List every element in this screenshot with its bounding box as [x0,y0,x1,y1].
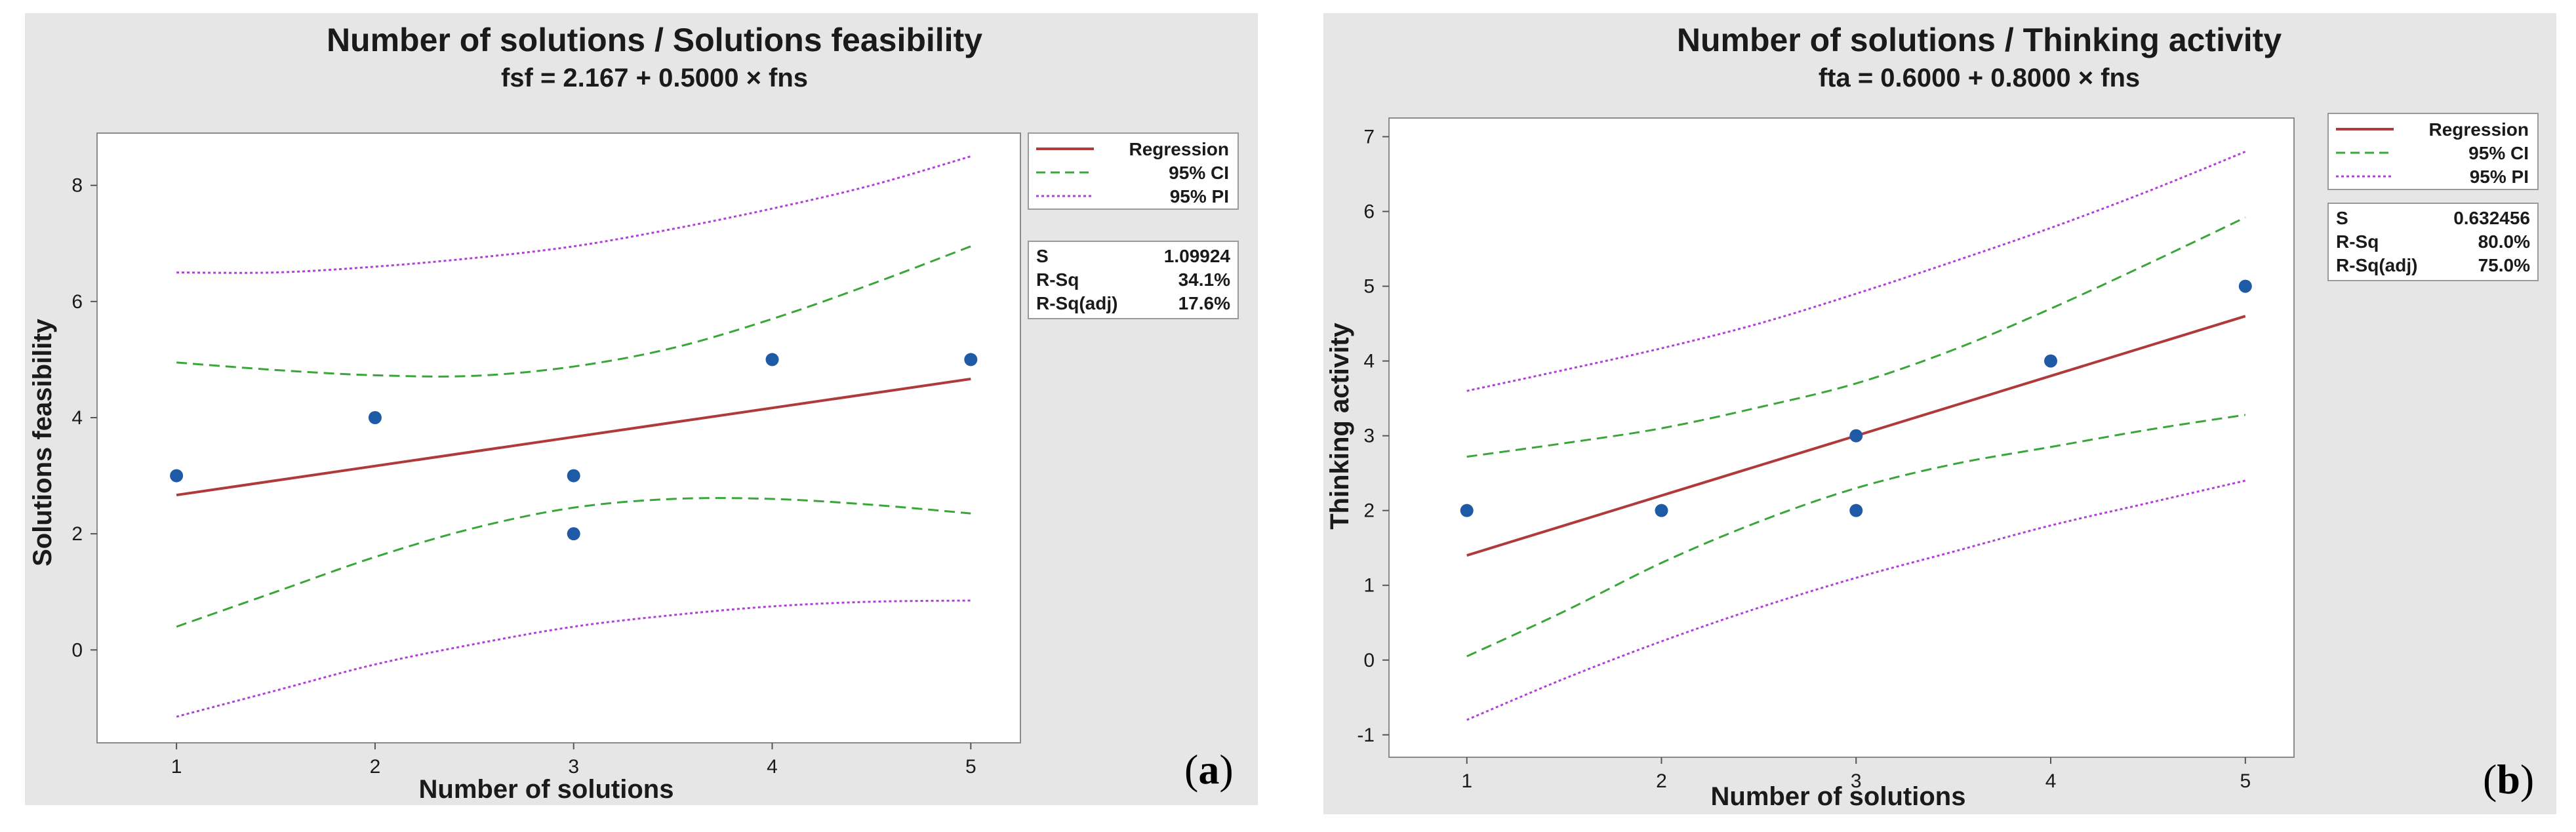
chart-a-regression-line [176,377,971,497]
chart-a-xtick-label: 2 [370,756,381,778]
chart-b-data-point [2238,279,2252,293]
chart-b-svg: Number of solutions / Thinking activity … [1325,22,2539,811]
chart-a-stat-value: 17.6% [1178,293,1230,313]
chart-panel-b: Number of solutions / Thinking activity … [1323,13,2556,814]
chart-panel-a: Number of solutions / Solutions feasibil… [25,13,1258,805]
chart-a-svg: Number of solutions / Solutions feasibil… [28,22,1239,804]
chart-b-pi-upper-line [1466,150,2246,392]
chart-b-pi-lower-line [1466,479,2246,721]
chart-a-ci-lower-line [176,497,971,628]
chart-a-xtick-label: 3 [568,756,579,778]
chart-a-ytick-label: 2 [71,523,83,545]
chart-a-stat-label: R-Sq(adj) [1036,293,1117,313]
chart-a-stat-label: S [1036,246,1049,266]
chart-b-ci-upper-line [1466,216,2246,458]
chart-b-title: Number of solutions / Thinking activity [1677,22,2282,58]
chart-b-ytick-label: 2 [1363,500,1375,522]
chart-a-data-point [567,527,580,541]
chart-a-ytick-label: 0 [71,639,83,661]
chart-b-ytick-label: 3 [1363,426,1375,447]
chart-b-data-point [1655,504,1668,517]
chart-a-title: Number of solutions / Solutions feasibil… [327,22,982,58]
chart-b-ytick-label: -1 [1357,724,1375,746]
chart-b-stat-value: 80.0% [2478,231,2530,252]
chart-b-ytick-label: 4 [1363,351,1375,372]
chart-a-ylabel: Solutions feasibility [28,318,57,566]
chart-b-ylabel: Thinking activity [1325,322,1354,529]
chart-a-subtitle: fsf = 2.167 + 0.5000 × fns [501,64,808,92]
chart-b-panel-letter: b [2497,756,2520,802]
chart-b-ci-lower-line [1466,414,2246,658]
chart-a-legend-ci-label: 95% CI [1169,163,1229,183]
chart-a-data-point [567,469,580,483]
chart-b-stat-label: R-Sq(adj) [2336,255,2417,275]
chart-b-legend-ci-label: 95% CI [2468,143,2529,163]
chart-b-legend-pi-label: 95% PI [2470,167,2529,187]
chart-a-ytick-label: 8 [71,175,83,197]
chart-b-xtick-label: 3 [1851,770,1862,792]
chart-a-data-point [170,469,184,483]
chart-b-data-point [1849,504,1863,517]
chart-b-data-point [1460,504,1474,517]
chart-a-legend-pi-label: 95% PI [1170,186,1229,207]
chart-b-ytick-label: 5 [1363,276,1375,298]
chart-b-stat-value: 0.632456 [2453,208,2530,228]
chart-b-ytick-label: 1 [1363,575,1375,597]
chart-a-xtick-label: 1 [171,756,182,778]
chart-a-stat-value: 1.09924 [1164,246,1231,266]
chart-b-stat-value: 75.0% [2478,255,2530,275]
chart-a-stat-value: 34.1% [1178,269,1230,290]
chart-b-plot-area [1388,117,2295,758]
chart-a-stats-box [1028,241,1239,319]
chart-b-xtick-label: 2 [1656,770,1667,792]
chart-a-ytick-label: 4 [71,407,83,429]
chart-b-stat-label: R-Sq [2336,231,2379,252]
chart-b-panel-tag: (b) [2483,756,2534,802]
chart-b-xtick-label: 1 [1461,770,1472,792]
chart-a-xtick-label: 5 [965,756,976,778]
chart-a-panel-letter: a [1198,746,1219,793]
chart-a-xlabel: Number of solutions [419,775,674,804]
chart-b-xtick-label: 5 [2240,770,2251,792]
chart-b-xtick-label: 4 [2045,770,2057,792]
chart-a-xtick-label: 4 [767,756,778,778]
chart-a-panel-tag: (a) [1184,746,1234,793]
chart-b-ytick-label: 6 [1363,201,1375,223]
chart-a-ci-upper-line [176,245,971,378]
chart-a-legend-regression-label: Regression [1129,139,1230,159]
chart-b-ytick-label: 7 [1363,127,1375,148]
chart-b-subtitle: fta = 0.6000 + 0.8000 × fns [1819,64,2140,92]
chart-b-xlabel: Number of solutions [1711,782,1966,811]
chart-a-data-point [368,411,382,424]
chart-a-stat-label: R-Sq [1036,269,1079,290]
chart-b-ytick-label: 0 [1363,650,1375,671]
chart-b-stats-box [2327,203,2539,281]
chart-b-stat-label: S [2336,208,2348,228]
chart-b-data-point [1849,429,1863,443]
chart-a-data-point [964,353,978,366]
chart-b-legend-regression-label: Regression [2429,119,2529,140]
chart-b-data-point [2044,354,2058,368]
chart-a-data-point [765,353,779,366]
chart-a-ytick-label: 6 [71,291,83,313]
